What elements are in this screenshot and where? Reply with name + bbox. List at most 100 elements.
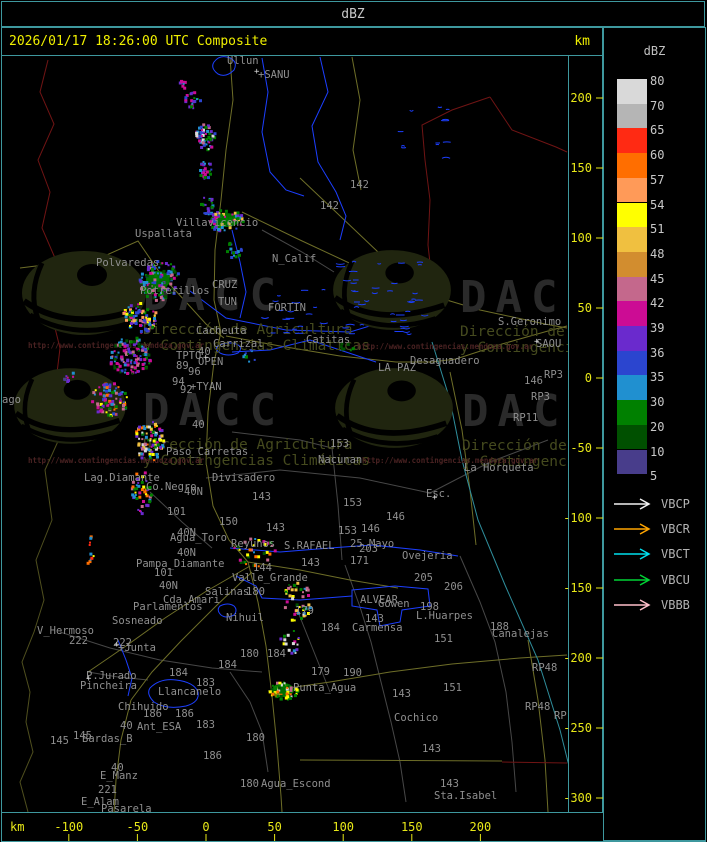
echo-pixel — [133, 487, 137, 491]
echo-pixel — [159, 296, 163, 299]
minor-road-line — [297, 611, 331, 693]
echo-pixel — [201, 138, 205, 142]
echo-pixel — [139, 302, 143, 305]
echo-pixel — [109, 394, 113, 398]
echo-pixel — [289, 585, 292, 588]
echo-pixel — [120, 338, 123, 341]
echo-pixel — [204, 212, 208, 215]
echo-pixel — [298, 606, 301, 608]
echo-pixel — [141, 348, 145, 352]
radar-echo-cluster — [86, 535, 95, 565]
info-bar: 2026/01/17 18:26:00 UTC Composite km — [1, 27, 603, 56]
echo-pixel — [103, 385, 107, 389]
echo-pixel — [119, 340, 123, 344]
place-label: 40 — [111, 762, 124, 774]
echo-pixel — [201, 133, 205, 137]
x-axis-tick-label: 0 — [202, 820, 209, 834]
wetland-squiggle — [291, 301, 301, 304]
radar-echo-cluster — [233, 537, 277, 568]
echo-pixel — [178, 81, 182, 85]
echo-pixel — [109, 362, 113, 366]
echo-pixel — [138, 425, 141, 429]
echo-pixel — [276, 681, 279, 685]
echo-pixel — [292, 649, 296, 653]
echo-pixel — [124, 315, 128, 319]
echo-pixel — [135, 314, 138, 317]
echo-pixel — [148, 455, 151, 458]
echo-pixel — [146, 274, 150, 278]
echo-pixel — [227, 222, 230, 224]
echo-pixel — [202, 163, 206, 167]
place-label: +TYAN — [190, 381, 222, 393]
echo-pixel — [212, 213, 216, 217]
place-label: Pasarela — [101, 803, 152, 815]
echo-pixel — [268, 690, 272, 694]
echo-pixel — [249, 537, 253, 541]
echo-pixel — [198, 126, 201, 130]
echo-pixel — [262, 552, 266, 555]
echo-pixel — [218, 212, 221, 215]
echo-pixel — [93, 393, 96, 396]
radar-echo-cluster — [226, 241, 243, 259]
echo-pixel — [110, 356, 113, 360]
echo-pixel — [159, 292, 162, 295]
echo-pixel — [71, 371, 75, 375]
echo-pixel — [199, 99, 202, 103]
echo-pixel — [151, 324, 155, 328]
place-label: Nacunan — [318, 454, 362, 466]
echo-pixel — [193, 91, 197, 95]
province-border-line — [489, 96, 568, 153]
echo-pixel — [144, 290, 148, 294]
echo-pixel — [129, 340, 133, 344]
echo-pixel — [155, 452, 159, 456]
echo-pixel — [293, 612, 297, 616]
echo-pixel — [158, 266, 161, 269]
echo-pixel — [239, 561, 243, 564]
colorbar-swatch — [617, 326, 647, 351]
place-label: RP11 — [513, 412, 538, 424]
place-label: 184 — [169, 667, 188, 679]
echo-pixel — [202, 128, 205, 132]
echo-pixel — [307, 594, 310, 597]
echo-pixel — [101, 410, 105, 414]
colorbar-swatch — [617, 449, 647, 475]
echo-pixel — [159, 275, 163, 279]
echo-pixel — [211, 217, 215, 221]
place-label: Cda.Amari — [163, 594, 220, 606]
echo-pixel — [161, 298, 165, 302]
dacc-watermark-sub: y Contingencias Climáticas — [143, 453, 370, 469]
dacc-watermark-sub: y Contingencias Climáticas — [143, 338, 370, 354]
echo-pixel — [271, 684, 274, 687]
echo-pixel — [135, 355, 138, 358]
echo-pixel — [122, 401, 125, 404]
echo-pixel — [128, 314, 131, 316]
echo-pixel — [103, 395, 105, 397]
place-label: 143 — [422, 743, 441, 755]
echo-pixel — [292, 630, 295, 632]
road-line — [205, 331, 249, 563]
echo-pixel — [297, 611, 300, 615]
echo-pixel — [191, 102, 194, 105]
echo-pixel — [136, 305, 139, 308]
x-axis-tick-label: 200 — [470, 820, 492, 834]
echo-pixel — [135, 311, 138, 315]
place-label: Gowen — [378, 598, 410, 610]
road-line — [527, 639, 549, 812]
echo-pixel — [117, 351, 120, 354]
colorbar-swatch — [617, 103, 647, 129]
colorbar-label: 80 — [650, 74, 665, 88]
colorbar-swatch — [617, 350, 647, 376]
echo-pixel — [153, 442, 156, 445]
echo-pixel — [141, 290, 144, 293]
echo-pixel — [86, 561, 90, 565]
colorbar-label: 48 — [650, 246, 665, 261]
echo-pixel — [233, 217, 236, 220]
echo-pixel — [142, 318, 146, 322]
radar-echo-cluster — [199, 161, 213, 180]
echo-pixel — [124, 362, 127, 365]
place-label: Polvaredas — [96, 257, 159, 269]
echo-pixel — [169, 270, 173, 274]
echo-pixel — [232, 251, 235, 255]
place-label: 40N — [159, 580, 178, 592]
